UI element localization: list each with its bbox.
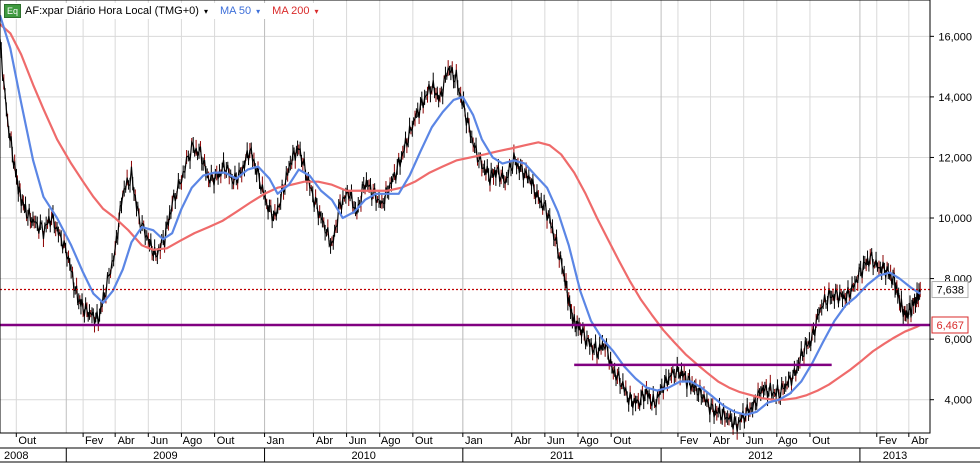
x-tick-label: Abr <box>514 435 531 447</box>
chart-legend: Eq AF:xpar Diário Hora Local (TMG+0) ▾ M… <box>4 3 323 19</box>
symbol-title[interactable]: AF:xpar Diário Hora Local (TMG+0) <box>25 5 199 17</box>
chevron-down-icon[interactable]: ▾ <box>203 6 208 16</box>
chevron-down-icon[interactable]: ▾ <box>256 6 261 16</box>
equity-badge: Eq <box>4 4 22 18</box>
x-tick-label: Out <box>613 435 631 447</box>
y-tick-label: 12,000 <box>938 152 972 164</box>
x-tick-label: Out <box>217 435 235 447</box>
y-tick-label: 4,000 <box>944 395 972 407</box>
x-tick-label: Ago <box>183 435 203 447</box>
x-tick-label: Fev <box>85 435 104 447</box>
horizontal-lines <box>0 288 930 367</box>
x-tick-label: Jan <box>267 435 285 447</box>
x-tick-label: Abr <box>911 435 928 447</box>
price-line <box>0 38 921 432</box>
x-tick-label: Jun <box>746 435 764 447</box>
x-tick-label: Out <box>812 435 830 447</box>
year-label: 2008 <box>4 450 28 462</box>
x-tick-label: Fev <box>879 435 898 447</box>
plot-border <box>0 0 931 434</box>
x-tick-label: Ago <box>381 435 401 447</box>
x-tick-label: Jan <box>465 435 483 447</box>
x-tick-label: Jun <box>547 435 565 447</box>
ma50-legend[interactable]: MA 50 <box>219 5 252 17</box>
x-tick-label: Fev <box>680 435 699 447</box>
y-tick-label: 10,000 <box>938 213 972 225</box>
chart-series <box>0 14 921 440</box>
y-tick-label: 14,000 <box>938 92 972 104</box>
x-tick-label: Abr <box>713 435 730 447</box>
y-tick-label: 16,000 <box>938 31 972 43</box>
year-label: 2010 <box>351 450 375 462</box>
year-label: 2011 <box>550 450 574 462</box>
x-tick-label: Jun <box>349 435 367 447</box>
value-tag-label: 6,467 <box>936 320 964 332</box>
y-tick-label: 6,000 <box>944 334 972 346</box>
x-tick-label: Ago <box>579 435 599 447</box>
year-label: 2012 <box>748 450 772 462</box>
chevron-down-icon[interactable]: ▾ <box>314 6 319 16</box>
ma200-legend[interactable]: MA 200 <box>272 5 310 17</box>
year-label: 2013 <box>883 450 907 462</box>
x-tick-label: Out <box>18 435 36 447</box>
ma200-line <box>0 23 921 401</box>
value-tag <box>931 281 969 299</box>
value-tag-label: 7,638 <box>936 285 964 297</box>
x-tick-label: Ago <box>778 435 798 447</box>
x-tick-label: Abr <box>118 435 135 447</box>
x-tick-label: Jun <box>150 435 168 447</box>
ma50-line <box>0 14 921 416</box>
x-tick-label: Abr <box>316 435 333 447</box>
value-tag <box>931 316 969 334</box>
x-tick-label: Out <box>415 435 433 447</box>
year-label: 2009 <box>153 450 177 462</box>
